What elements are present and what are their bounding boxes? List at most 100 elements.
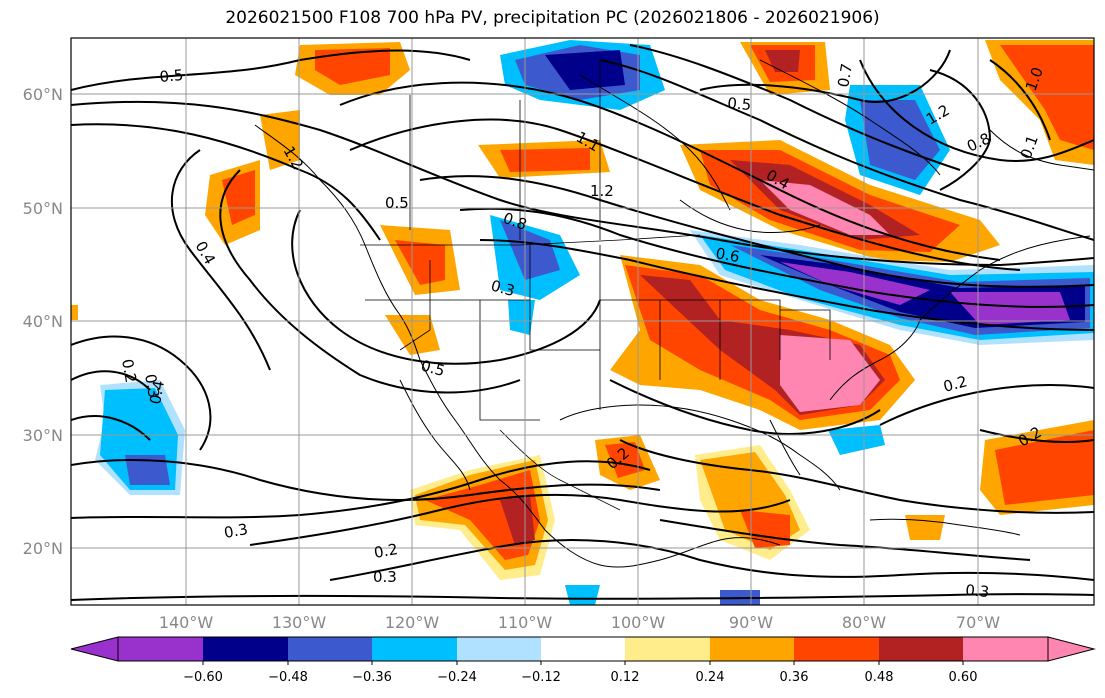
precip-positive-area xyxy=(780,335,880,412)
coastlines xyxy=(254,59,1094,568)
contour-label: 0.6 xyxy=(714,244,741,266)
coastline xyxy=(869,518,1021,536)
colorbar-segment xyxy=(203,637,288,661)
colorbar-segment xyxy=(541,637,625,661)
colorbar-segment xyxy=(963,637,1048,661)
pv-contour xyxy=(339,81,1001,261)
colorbar-outline xyxy=(117,636,1049,662)
pv-contour xyxy=(699,49,951,103)
colorbar-tick-label: 0.36 xyxy=(780,670,809,685)
map-title: 2026021500 F108 700 hPa PV, precipitatio… xyxy=(225,8,880,28)
pv-contour xyxy=(219,169,521,394)
border-line xyxy=(399,329,431,351)
precip-positive-area xyxy=(260,110,300,170)
precip-negative-area xyxy=(565,585,600,605)
colorbar-segment xyxy=(372,637,457,661)
coastline xyxy=(989,129,1094,171)
lon-label: 80°W xyxy=(842,613,886,632)
contour-label: 0.3 xyxy=(223,520,250,542)
pv-contour xyxy=(349,118,1021,271)
border-line xyxy=(720,299,781,360)
border-line xyxy=(429,260,481,350)
pv-contours xyxy=(71,44,1094,601)
pv-contour xyxy=(170,149,271,371)
pv-contour xyxy=(419,175,1094,288)
latitude-labels: 60°N 50°N 40°N 30°N 20°N xyxy=(23,85,63,558)
pv-contour xyxy=(459,207,1094,308)
colorbar-segment xyxy=(288,637,372,661)
lon-label: 130°W xyxy=(272,613,327,632)
border-line xyxy=(780,309,831,360)
colorbar-tick-label: −0.48 xyxy=(268,670,308,685)
colorbar-segment xyxy=(710,637,794,661)
lat-label: 50°N xyxy=(23,199,63,218)
contour-label: 0.4 xyxy=(146,379,168,406)
precip-positive-area xyxy=(395,240,445,285)
precip-negative-area xyxy=(950,292,1070,325)
contour-label: 0.3 xyxy=(373,568,397,586)
precip-negative-area xyxy=(125,455,170,485)
pv-contour xyxy=(71,460,651,519)
precip-negative-area xyxy=(508,300,535,335)
precip-positive-area xyxy=(425,470,540,560)
pv-contour xyxy=(329,539,1094,581)
precip-positive-area xyxy=(905,515,945,540)
pv-contour xyxy=(71,415,151,441)
lon-label: 70°W xyxy=(956,613,1000,632)
pv-contour xyxy=(479,239,1094,331)
precip-negative-area xyxy=(828,425,885,455)
colorbar-tick-label: 0.12 xyxy=(611,670,640,685)
pv-contour xyxy=(979,429,1094,443)
pv-contour xyxy=(71,335,212,451)
precip-positive-area xyxy=(500,148,590,172)
border-line xyxy=(360,234,701,246)
pv-contour xyxy=(659,519,1031,561)
colorbar-tick-label: 0.48 xyxy=(865,670,894,685)
contour-label: 0.7 xyxy=(834,62,856,89)
contour-label: 0.5 xyxy=(159,66,184,86)
coastline xyxy=(679,199,821,233)
precip-negative-area xyxy=(545,50,625,90)
contour-label: 0.3 xyxy=(141,373,163,400)
border-line xyxy=(479,350,540,421)
colorbar-tick-label: −0.12 xyxy=(521,670,561,685)
precip-positive-area xyxy=(222,170,255,225)
colorbar-min-extend xyxy=(70,636,119,662)
border-line xyxy=(480,299,600,351)
plot-frame xyxy=(70,37,1095,606)
coastline xyxy=(759,59,941,176)
lon-label: 100°W xyxy=(611,613,666,632)
precip-positive-area xyxy=(1000,45,1094,150)
contour-label: 0.2 xyxy=(373,540,400,562)
colorbar: −0.60 −0.48 −0.36 −0.24 −0.12 0.12 0.24 … xyxy=(70,636,1096,685)
pv-contour xyxy=(629,44,961,171)
contour-label: 0.2 xyxy=(118,358,140,385)
contour-label: 0.2 xyxy=(941,372,969,396)
graticule xyxy=(71,38,1094,605)
pv-contour xyxy=(71,49,471,91)
contour-label: 0.5 xyxy=(419,356,447,380)
lon-label: 120°W xyxy=(385,613,440,632)
coastline xyxy=(559,404,841,491)
precip-positive-area xyxy=(500,495,535,545)
contour-label: 0.3 xyxy=(489,276,517,300)
contour-label: 0.5 xyxy=(727,94,752,114)
pv-contour xyxy=(859,59,1094,162)
lat-label: 60°N xyxy=(23,85,63,104)
lat-label: 30°N xyxy=(23,426,63,445)
colorbar-tick-label: −0.60 xyxy=(183,670,223,685)
coastline xyxy=(399,379,471,491)
precip-positive-area xyxy=(315,48,390,85)
contour-label: 1.2 xyxy=(590,182,614,200)
colorbar-tick-label: −0.24 xyxy=(437,670,477,685)
pv-contour xyxy=(879,383,1094,426)
coastline xyxy=(769,419,801,476)
coastline xyxy=(544,529,781,568)
pv-contour xyxy=(71,593,1094,601)
lon-label: 110°W xyxy=(498,613,553,632)
pv-contour xyxy=(929,69,992,191)
colorbar-segment xyxy=(625,637,710,661)
state-borders xyxy=(360,60,831,511)
colorbar-tick-label: −0.36 xyxy=(352,670,392,685)
